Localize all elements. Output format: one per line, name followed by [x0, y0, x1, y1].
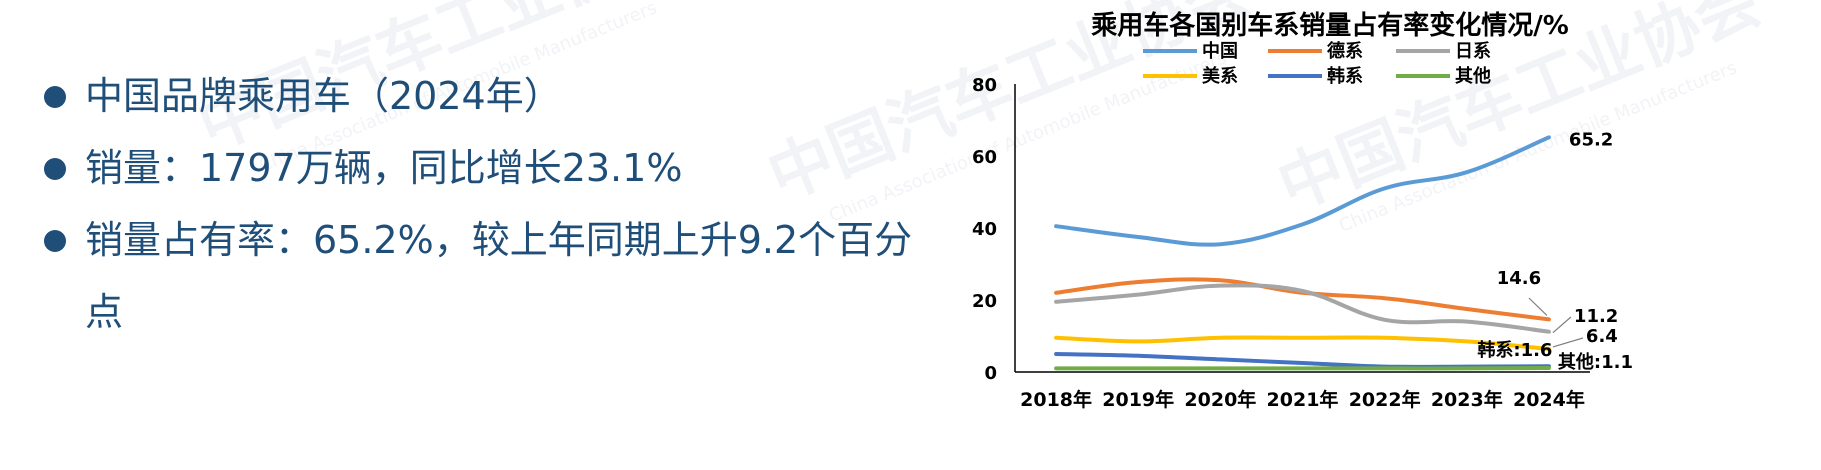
- x-tick-label: 2023年: [1431, 388, 1503, 411]
- data-label-china: 65.2: [1569, 129, 1613, 150]
- data-label-american: 6.4: [1586, 326, 1618, 347]
- x-tick-label: 2024年: [1513, 388, 1585, 411]
- bullet-dot: [44, 158, 66, 180]
- y-tick-label: 60: [972, 147, 997, 168]
- data-label-japanese: 11.2: [1574, 306, 1618, 327]
- series-line-1: [1056, 137, 1549, 244]
- leader-line-german: [1529, 298, 1547, 315]
- legend-label-4: 美系: [1202, 65, 1238, 87]
- leader-line-american: [1553, 338, 1583, 347]
- legend-label-2: 德系: [1327, 40, 1363, 62]
- data-label-other: 其他:1.1: [1558, 351, 1633, 373]
- legend-label-3: 日系: [1455, 41, 1491, 62]
- x-tick-label: 2019年: [1102, 388, 1174, 411]
- data-label-korean: 韩系:1.6: [1477, 339, 1552, 361]
- x-tick-label: 2021年: [1267, 388, 1339, 411]
- y-tick-label: 80: [972, 75, 997, 96]
- y-tick-label: 0: [984, 363, 997, 384]
- x-tick-label: 2018年: [1020, 388, 1092, 411]
- series-line-2: [1056, 279, 1549, 319]
- x-tick-label: 2020年: [1184, 388, 1256, 411]
- legend-label-5: 韩系: [1327, 65, 1363, 87]
- market-share-chart: 乘用车各国别车系销量占有率变化情况/%中国 德系 日系美系 韩系 其他 0 20 40 60 80…: [960, 0, 1821, 466]
- data-label-german: 14.6: [1497, 268, 1541, 289]
- leader-line-japanese: [1553, 317, 1571, 333]
- bullet-text: 销量占有率：65.2%，较上年同期上升9.2个百分点: [85, 218, 912, 334]
- y-tick-label: 40: [972, 219, 997, 240]
- bullet-item: 销量占有率：65.2%，较上年同期上升9.2个百分点: [40, 204, 915, 348]
- bullet-dot: [44, 86, 66, 108]
- legend-label-1: 中国: [1202, 40, 1238, 62]
- chart-title: 乘用车各国别车系销量占有率变化情况/%: [1090, 10, 1569, 41]
- bullet-list: 中国品牌乘用车（2024年） 销量：1797万辆，同比增长23.1% 销量占有率…: [40, 60, 940, 348]
- bullet-item: 中国品牌乘用车（2024年）: [40, 60, 940, 132]
- bullet-text: 销量：1797万辆，同比增长23.1%: [85, 146, 682, 190]
- y-tick-label: 20: [972, 291, 997, 312]
- series-line-4: [1056, 338, 1549, 349]
- bullet-dot: [44, 230, 66, 252]
- legend-label-6: 其他: [1455, 65, 1491, 87]
- series-line-5: [1056, 354, 1549, 367]
- x-tick-label: 2022年: [1349, 388, 1421, 411]
- bullet-text: 中国品牌乘用车（2024年）: [85, 74, 562, 118]
- bullet-item: 销量：1797万辆，同比增长23.1%: [40, 132, 940, 204]
